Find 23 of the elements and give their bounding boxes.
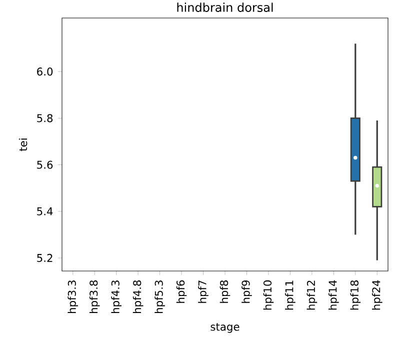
x-tick-label: hpf3.8 (89, 280, 100, 314)
x-tick-label: hpf24 (372, 280, 382, 310)
x-axis-title: stage (210, 323, 240, 333)
y-tick-label: 5.2 (37, 254, 52, 262)
x-tick-label: hpf12 (306, 280, 318, 310)
x-tick-label: hpf4.3 (111, 280, 122, 314)
x-tick-label: hpf14 (328, 280, 339, 310)
x-tick-label: hpf18 (350, 280, 361, 310)
chart-title: hindbrain dorsal (177, 2, 273, 12)
x-tick-label: hpf10 (263, 280, 274, 310)
x-tick-label: hpf4.8 (132, 280, 144, 314)
x-tick-label: hpf8 (220, 280, 230, 303)
x-tick-label: hpf7 (198, 280, 208, 303)
x-tick-label: hpf11 (285, 280, 296, 310)
y-tick-label: 6.0 (37, 68, 53, 76)
y-axis-title: tei (18, 138, 28, 152)
x-tick-label: hpf6 (176, 280, 187, 303)
y-tick-label: 5.8 (37, 114, 53, 122)
y-tick-label: 5.6 (37, 160, 53, 169)
x-tick-label: hpf9 (242, 280, 252, 303)
y-tick-label: 5.4 (37, 207, 53, 216)
x-tick-label: hpf5.3 (154, 280, 165, 314)
x-tick-label: hpf3.3 (68, 280, 78, 314)
